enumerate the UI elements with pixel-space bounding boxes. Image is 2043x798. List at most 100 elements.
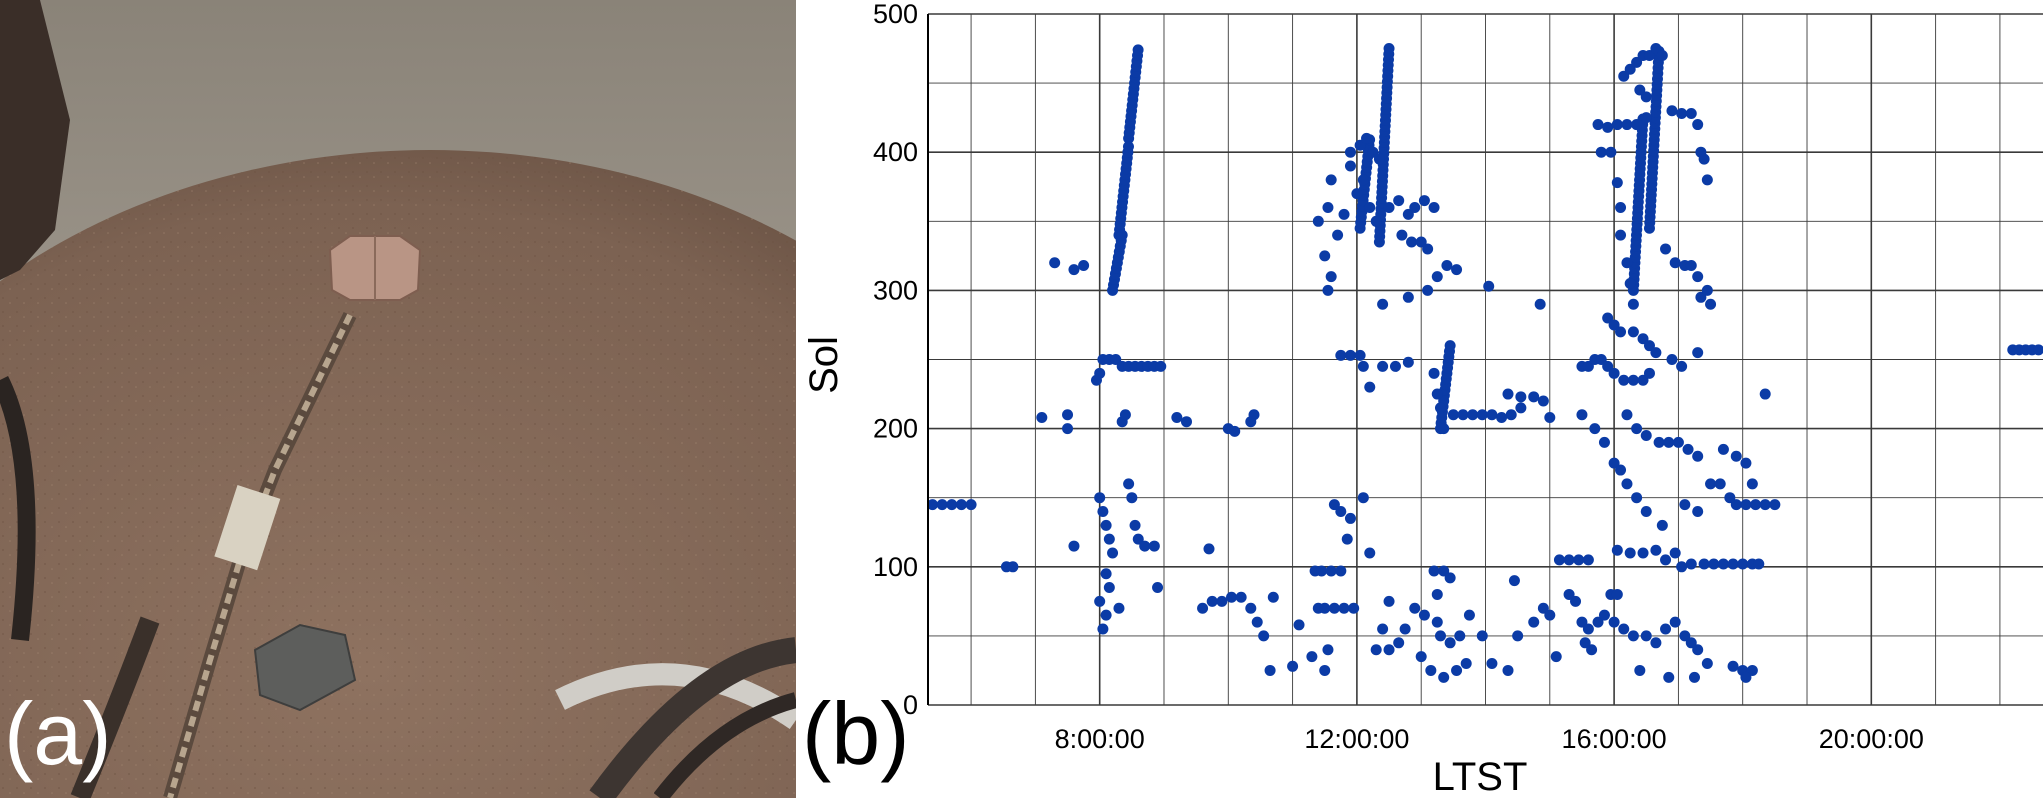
data-point xyxy=(1660,243,1672,255)
data-point xyxy=(1383,595,1395,607)
data-point xyxy=(1364,201,1376,213)
data-point xyxy=(1364,381,1376,393)
data-point xyxy=(1438,423,1450,435)
data-point xyxy=(1634,664,1646,676)
data-point xyxy=(1068,540,1080,552)
x-tick-label: 8:00:00 xyxy=(1055,724,1145,754)
data-point xyxy=(1415,651,1427,663)
data-point xyxy=(1637,374,1649,386)
data-point xyxy=(1325,565,1337,577)
data-point xyxy=(1316,565,1328,577)
data-point xyxy=(1335,349,1347,361)
data-point xyxy=(1737,558,1749,570)
data-point xyxy=(1100,609,1112,621)
data-point xyxy=(1669,616,1681,628)
data-point xyxy=(1640,112,1652,124)
sol-vs-ltst-scatter: 0 100 200 300 400 500 8:00:00 12:00:00 16:00:00 2… xyxy=(802,0,2043,798)
data-point xyxy=(1608,616,1620,628)
data-point xyxy=(1418,195,1430,207)
data-point xyxy=(1672,436,1684,448)
y-tick-label: 400 xyxy=(873,137,918,167)
data-point xyxy=(1750,499,1762,511)
scatter-chart-panel: 0 100 200 300 400 500 8:00:00 12:00:00 16:00:00 2… xyxy=(800,0,2043,798)
data-point xyxy=(1746,478,1758,490)
data-point xyxy=(1627,630,1639,642)
panel-label-b: (b) xyxy=(802,684,910,783)
data-point xyxy=(1627,298,1639,310)
data-point xyxy=(1740,457,1752,469)
data-point xyxy=(1608,457,1620,469)
data-point xyxy=(1100,519,1112,531)
data-point xyxy=(1396,229,1408,241)
data-point xyxy=(1431,388,1443,400)
data-point xyxy=(1322,644,1334,656)
data-point xyxy=(1370,644,1382,656)
data-point xyxy=(1615,326,1627,338)
data-point xyxy=(1650,43,1662,55)
data-point xyxy=(1724,492,1736,504)
data-point xyxy=(1663,436,1675,448)
data-point xyxy=(1007,561,1019,573)
data-point xyxy=(1685,108,1697,120)
data-point xyxy=(1631,119,1643,131)
data-point xyxy=(1402,291,1414,303)
data-point xyxy=(1251,616,1263,628)
data-point xyxy=(1393,195,1405,207)
data-point xyxy=(1496,412,1508,424)
data-point xyxy=(927,499,939,511)
data-point xyxy=(1708,558,1720,570)
data-point xyxy=(1643,49,1655,61)
data-point xyxy=(1679,630,1691,642)
data-point xyxy=(1528,616,1540,628)
data-point xyxy=(1624,277,1636,289)
data-point xyxy=(1730,450,1742,462)
data-point xyxy=(1441,260,1453,272)
data-point xyxy=(1563,554,1575,566)
data-point xyxy=(1180,416,1192,428)
data-point xyxy=(1627,326,1639,338)
data-point xyxy=(1415,236,1427,248)
data-point xyxy=(1428,565,1440,577)
data-point xyxy=(1155,360,1167,372)
data-point xyxy=(1666,354,1678,365)
data-point xyxy=(1444,572,1456,584)
data-point xyxy=(1122,141,1134,153)
data-point xyxy=(1637,333,1649,345)
data-point xyxy=(1592,119,1604,131)
data-point xyxy=(1602,121,1614,133)
data-point xyxy=(1103,533,1115,545)
data-point xyxy=(1409,602,1421,614)
data-point xyxy=(1631,492,1643,504)
x-tick-label: 12:00:00 xyxy=(1304,724,1409,754)
data-point xyxy=(1714,478,1726,490)
data-point xyxy=(1515,391,1527,403)
data-point xyxy=(1325,174,1337,186)
data-point xyxy=(1631,56,1643,68)
data-point xyxy=(1692,119,1704,131)
data-point xyxy=(1049,257,1061,269)
data-point xyxy=(1094,595,1106,607)
data-point xyxy=(1640,430,1652,442)
data-point xyxy=(1663,671,1675,683)
data-point xyxy=(1563,588,1575,600)
data-point xyxy=(1216,595,1228,607)
data-point xyxy=(1637,547,1649,559)
data-point xyxy=(1682,443,1694,455)
y-tick-label: 0 xyxy=(903,690,918,720)
data-point xyxy=(1627,374,1639,386)
data-point xyxy=(1393,637,1405,649)
data-point xyxy=(1319,250,1331,262)
data-point xyxy=(1505,409,1517,421)
data-point xyxy=(1727,558,1739,570)
data-point xyxy=(1312,215,1324,227)
x-axis-title: LTST xyxy=(1433,755,1528,798)
data-point xyxy=(1515,402,1527,414)
data-point xyxy=(1322,284,1334,296)
data-point xyxy=(1402,356,1414,368)
data-point xyxy=(1197,602,1209,614)
data-point xyxy=(1685,558,1697,570)
data-point xyxy=(1660,623,1672,635)
data-point xyxy=(1576,409,1588,421)
data-point xyxy=(1123,478,1135,490)
data-point xyxy=(1100,568,1112,580)
